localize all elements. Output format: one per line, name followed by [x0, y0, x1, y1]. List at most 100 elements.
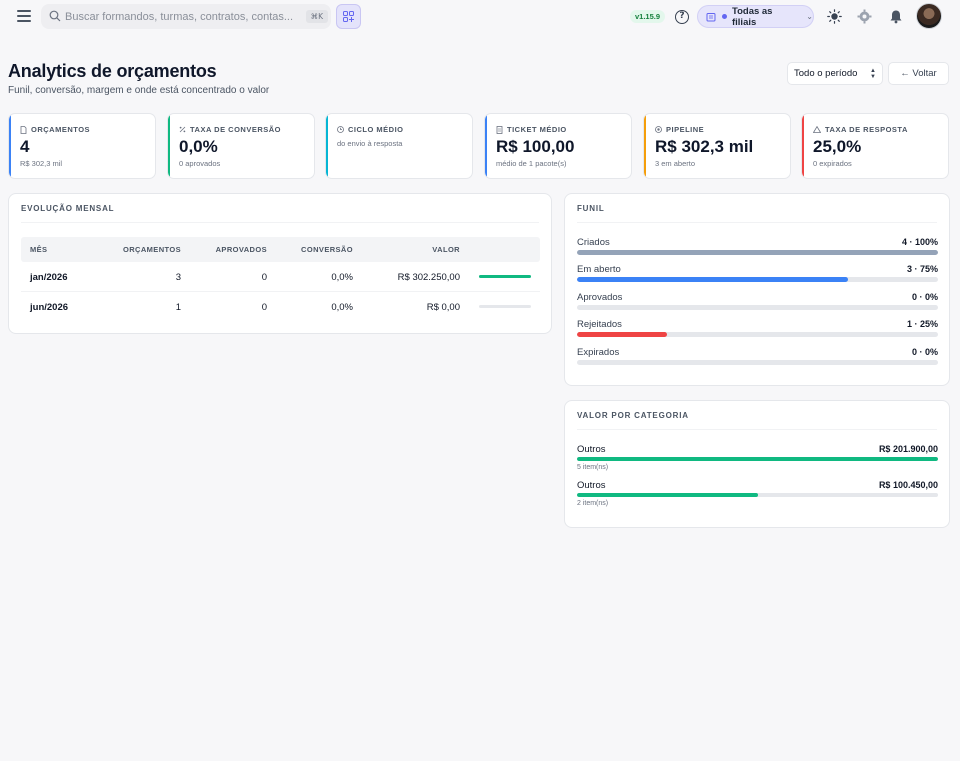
column-header: CONVERSÃO	[301, 245, 353, 254]
category-value-panel: VALOR POR CATEGORIA Outros R$ 201.900,00…	[564, 400, 950, 528]
funnel-bar-fill	[577, 332, 668, 337]
gear-icon[interactable]	[857, 9, 872, 24]
category-item-count: 2 item(ns)	[577, 500, 609, 507]
chevron-down-icon: ⌄	[806, 12, 813, 21]
value-bar-fill	[479, 275, 531, 278]
branch-selector[interactable]: Todas as filiais ⌄	[697, 5, 814, 28]
kpi-accent	[644, 114, 646, 178]
search-icon	[49, 10, 61, 22]
kpi-card-response: TAXA DE RESPOSTA 25,0% 0 expirados	[801, 113, 949, 179]
category-item-count: 5 item(ns)	[577, 464, 609, 471]
cell-quotes: 3	[175, 272, 181, 283]
search-input[interactable]	[65, 4, 305, 29]
funnel-value: 0 · 0%	[911, 347, 938, 357]
kpi-label: TAXA DE RESPOSTA	[813, 125, 908, 134]
funnel-value: 0 · 0%	[911, 292, 938, 302]
funnel-bar-fill	[577, 277, 848, 282]
kpi-card-cycle: CICLO MÉDIO do envio à resposta	[325, 113, 473, 179]
kpi-value: 25,0%	[813, 137, 862, 156]
page-subtitle: Funil, conversão, margem e onde está con…	[8, 85, 270, 96]
category-bar-fill	[577, 457, 938, 461]
funnel-bar	[577, 250, 938, 255]
warning-icon	[813, 126, 821, 133]
column-header: APROVADOS	[215, 245, 267, 254]
kpi-subtext: R$ 302,3 mil	[20, 159, 63, 168]
divider	[577, 429, 937, 430]
percent-icon	[179, 126, 186, 133]
branch-status-dot	[721, 14, 727, 19]
apps-icon	[343, 11, 354, 22]
cell-conversion: 0,0%	[331, 302, 353, 313]
table-row: jun/2026 1 0 0,0% R$ 0,00	[21, 292, 540, 322]
kpi-subtext: do envio à resposta	[337, 139, 403, 148]
funnel-panel: FUNIL Criados 4 · 100% Em aberto 3 · 75%…	[564, 193, 950, 386]
funnel-row-expirados: Expirados 0 · 0%	[577, 347, 938, 373]
kpi-label: CICLO MÉDIO	[337, 125, 404, 134]
kpi-accent	[485, 114, 487, 178]
cell-quotes: 1	[175, 302, 181, 313]
kpi-card-ticket: TICKET MÉDIO R$ 100,00 médio de 1 pacote…	[484, 113, 632, 179]
funnel-label: Criados	[577, 237, 610, 248]
category-row: Outros R$ 201.900,00 5 item(ns)	[577, 444, 938, 480]
kpi-accent	[168, 114, 170, 178]
funnel-label: Em aberto	[577, 264, 621, 275]
period-select-value: Todo o período	[794, 68, 858, 79]
kpi-label: ORÇAMENTOS	[20, 125, 90, 134]
version-badge: v1.15.9	[630, 10, 666, 23]
menu-icon[interactable]	[17, 10, 31, 22]
help-icon[interactable]: ?	[675, 10, 689, 24]
building-icon	[706, 12, 716, 21]
cell-conversion: 0,0%	[331, 272, 353, 283]
divider	[21, 222, 539, 223]
table-row: jan/2026 3 0 0,0% R$ 302.250,00	[21, 262, 540, 292]
branch-label: Todas as filiais	[731, 5, 773, 28]
kpi-label: PIPELINE	[655, 125, 704, 134]
category-value: R$ 201.900,00	[878, 444, 938, 454]
monthly-evolution-panel: EVOLUÇÃO MENSAL MÊS ORÇAMENTOS APROVADOS…	[8, 193, 552, 334]
apps-button[interactable]	[336, 4, 361, 29]
funnel-bar	[577, 332, 938, 337]
category-label: Outros	[577, 480, 606, 491]
category-bar	[577, 457, 938, 461]
category-row: Outros R$ 100.450,00 2 item(ns)	[577, 480, 938, 516]
back-button[interactable]: ← Voltar	[888, 62, 949, 85]
search-box[interactable]: ⌘K	[41, 4, 331, 29]
panel-title: EVOLUÇÃO MENSAL	[21, 204, 115, 213]
row-divider	[21, 291, 540, 292]
cell-approved: 0	[261, 272, 267, 283]
divider	[577, 222, 937, 223]
kpi-subtext: 0 expirados	[813, 159, 852, 168]
kpi-value: 4	[20, 137, 30, 156]
column-header: ORÇAMENTOS	[122, 245, 181, 254]
funnel-value: 4 · 100%	[901, 237, 938, 247]
kpi-subtext: 0 aprovados	[179, 159, 221, 168]
cell-value: R$ 302.250,00	[397, 272, 460, 283]
avatar[interactable]	[916, 3, 942, 29]
kpi-value: R$ 100,00	[496, 137, 575, 156]
sun-icon[interactable]	[827, 9, 842, 24]
column-header: MÊS	[30, 245, 48, 254]
funnel-value: 3 · 75%	[906, 264, 938, 274]
cell-value: R$ 0,00	[426, 302, 460, 313]
category-label: Outros	[577, 444, 606, 455]
kpi-accent	[802, 114, 804, 178]
kpi-subtext: 3 em aberto	[655, 159, 696, 168]
period-select[interactable]: Todo o período ▲ ▼	[787, 62, 883, 85]
kpi-label: TICKET MÉDIO	[496, 125, 567, 134]
funnel-bar	[577, 305, 938, 310]
kpi-card-conversion: TAXA DE CONVERSÃO 0,0% 0 aprovados	[167, 113, 315, 179]
top-bar: ⌘K v1.15.9 ? Todas as filiais ⌄	[0, 0, 960, 33]
bell-icon[interactable]	[889, 9, 903, 24]
funnel-row-criados: Criados 4 · 100%	[577, 237, 938, 263]
kpi-value: R$ 302,3 mil	[655, 137, 754, 156]
target-icon	[655, 126, 662, 133]
page-title: Analytics de orçamentos	[8, 61, 217, 81]
document-icon	[20, 125, 27, 134]
panel-title: VALOR POR CATEGORIA	[577, 411, 689, 420]
cell-approved: 0	[261, 302, 267, 313]
kpi-accent	[9, 114, 11, 178]
column-header: VALOR	[432, 245, 460, 254]
funnel-bar-fill	[577, 250, 938, 255]
kpi-card-orcamentos: ORÇAMENTOS 4 R$ 302,3 mil	[8, 113, 156, 179]
kpi-card-pipeline: PIPELINE R$ 302,3 mil 3 em aberto	[643, 113, 791, 179]
